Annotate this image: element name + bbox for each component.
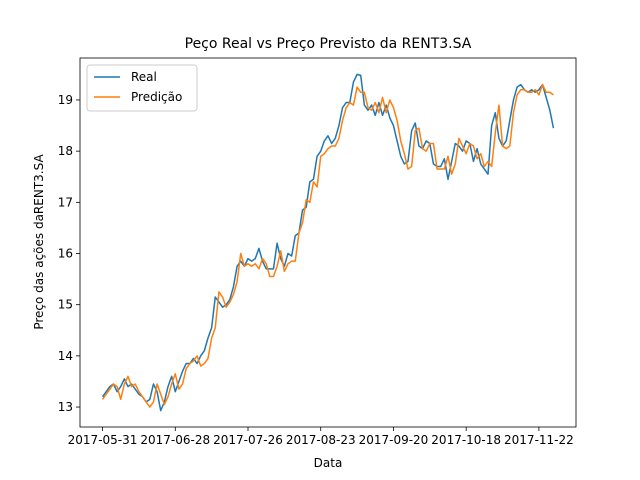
- y-tick-label: 17: [58, 195, 73, 209]
- x-tick-label: 2017-11-22: [504, 433, 574, 447]
- y-tick-label: 14: [58, 349, 73, 363]
- y-tick-label: 16: [58, 247, 73, 261]
- x-axis-label: Data: [314, 456, 343, 470]
- legend-label: Predição: [131, 90, 182, 104]
- x-tick-label: 2017-05-31: [68, 433, 138, 447]
- line-series: [101, 73, 555, 412]
- line-series: [101, 83, 554, 408]
- y-axis-label: Preço das ações daRENT3.SA: [32, 154, 46, 330]
- y-tick-label: 19: [58, 93, 73, 107]
- y-tick-label: 15: [58, 298, 73, 312]
- plot-area: [79, 57, 577, 428]
- chart-title: Peço Real vs Preço Previsto da RENT3.SA: [185, 36, 472, 52]
- y-tick-label: 18: [58, 144, 73, 158]
- legend-label: Real: [131, 70, 157, 84]
- x-tick-label: 2017-09-20: [359, 433, 429, 447]
- x-tick-label: 2017-06-28: [140, 433, 210, 447]
- y-tick-label: 13: [58, 400, 73, 414]
- x-tick-label: 2017-10-18: [431, 433, 501, 447]
- x-tick-label: 2017-08-23: [286, 433, 356, 447]
- x-tick-label: 2017-07-26: [213, 433, 283, 447]
